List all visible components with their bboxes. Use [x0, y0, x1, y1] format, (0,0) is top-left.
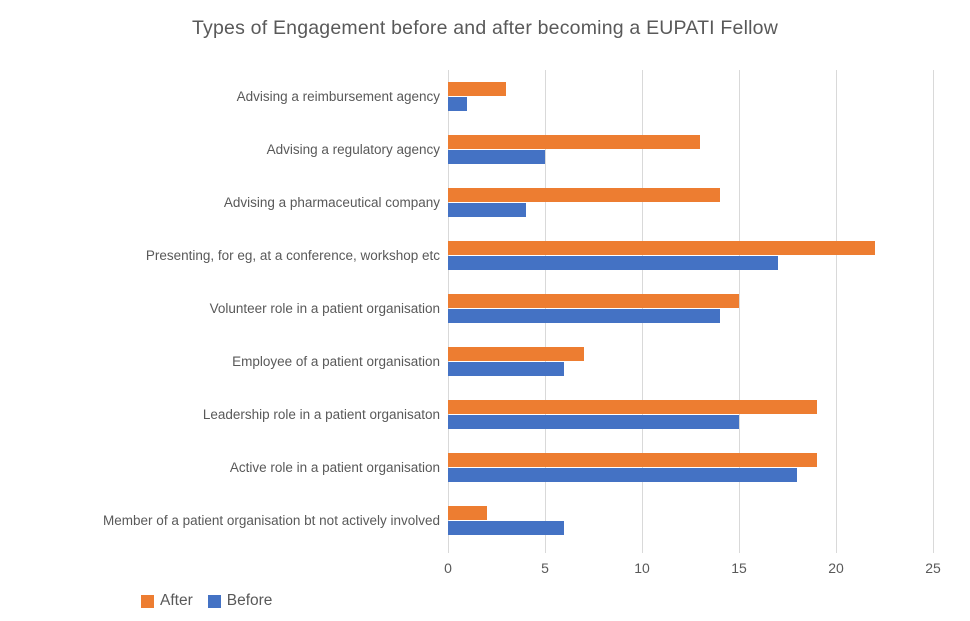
bar-after-1: [448, 82, 507, 96]
x-tick-label-20: 20: [828, 560, 844, 576]
bar-before-6: [448, 361, 565, 376]
bar-after-6: [448, 347, 584, 361]
legend: After Before: [141, 592, 272, 610]
bar-after-8: [448, 453, 817, 467]
bar-before-9: [448, 520, 565, 535]
x-tick-label-10: 10: [634, 560, 650, 576]
x-tick-label-5: 5: [541, 560, 549, 576]
bar-after-7: [448, 400, 817, 414]
x-tick-label-25: 25: [925, 560, 941, 576]
chart-plot-area: [448, 70, 934, 553]
category-label-8: Active role in a patient organisation: [229, 460, 440, 475]
bar-before-1: [448, 96, 468, 111]
category-label-5: Volunteer role in a patient organisation: [209, 301, 440, 316]
bar-group-4: [448, 229, 933, 282]
bar-before-2: [448, 149, 545, 164]
bar-after-2: [448, 135, 701, 149]
bar-before-3: [448, 202, 526, 217]
legend-item-before: Before: [207, 592, 273, 610]
bar-group-2: [448, 123, 933, 176]
bar-group-1: [448, 70, 933, 123]
category-label-1: Advising a reimbursement agency: [236, 89, 440, 104]
bar-group-3: [448, 176, 933, 229]
bar-before-4: [448, 255, 778, 270]
category-label-6: Employee of a patient organisation: [232, 354, 440, 369]
category-label-7: Leadership role in a patient organisaton: [202, 407, 440, 422]
category-label-9: Member of a patient organisation bt not …: [103, 513, 440, 528]
gridline-15: [739, 70, 740, 553]
bar-after-9: [448, 506, 487, 520]
bar-group-5: [448, 282, 933, 335]
bar-after-5: [448, 294, 739, 308]
bar-after-3: [448, 188, 720, 202]
legend-item-after: After: [141, 592, 193, 610]
bar-group-6: [448, 335, 933, 388]
category-label-4: Presenting, for eg, at a conference, wor…: [145, 248, 440, 263]
bar-before-7: [448, 414, 739, 429]
bar-before-8: [448, 467, 798, 482]
bar-group-8: [448, 441, 933, 494]
legend-swatch-before-icon: [207, 594, 221, 608]
legend-swatch-after-icon: [141, 594, 154, 608]
legend-label-after: After: [160, 592, 193, 609]
bar-after-4: [448, 241, 875, 255]
bar-group-7: [448, 388, 933, 441]
x-tick-label-0: 0: [444, 560, 452, 576]
bar-group-9: [448, 494, 933, 547]
x-tick-label-15: 15: [731, 560, 747, 576]
bar-before-5: [448, 308, 720, 323]
gridline-20: [836, 70, 837, 553]
legend-label-before: Before: [226, 592, 273, 609]
gridline-25: [933, 70, 934, 553]
category-label-3: Advising a pharmaceutical company: [223, 195, 440, 210]
chart-title: Types of Engagement before and after bec…: [192, 17, 778, 39]
category-label-2: Advising a regulatory agency: [266, 142, 440, 157]
